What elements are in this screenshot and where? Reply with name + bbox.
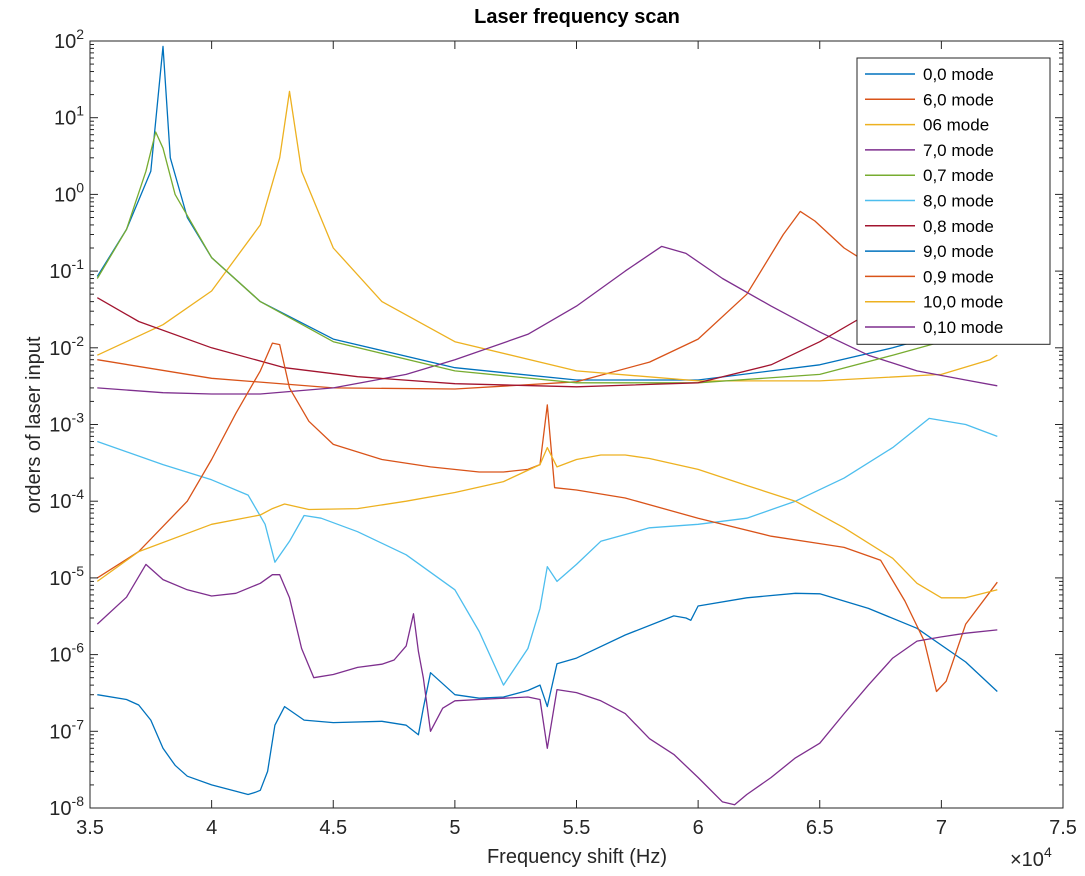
series-line-3 (97, 90, 998, 382)
y-tick-label: 10-5 (49, 563, 84, 590)
legend-entry: 0,10 mode (923, 318, 1003, 337)
x-tick-label: 7 (936, 817, 947, 839)
series-line-10 (96, 446, 998, 599)
y-tick-label-power: -4 (72, 486, 85, 502)
y-tick-label-power: -1 (72, 256, 85, 272)
y-tick-label-power: -7 (72, 716, 85, 732)
y-tick-label-power: -2 (72, 333, 85, 349)
y-tick-label-power: -5 (72, 563, 85, 579)
y-tick-label-base: 10 (49, 568, 71, 590)
legend-entry: 8,0 mode (923, 192, 994, 211)
y-tick-label: 10-8 (49, 793, 84, 820)
y-tick-label-base: 10 (49, 721, 71, 743)
x-axis-label: Frequency shift (Hz) (487, 846, 667, 868)
legend-entry: 0,7 mode (923, 166, 994, 185)
x-axis-exponent: ×104 (1010, 844, 1052, 871)
y-tick-label-base: 10 (49, 338, 71, 360)
x-tick-label: 4.5 (319, 817, 347, 839)
y-tick-label-power: -8 (72, 793, 85, 809)
x-tick-label: 5.5 (563, 817, 591, 839)
y-tick-label-base: 10 (54, 31, 76, 53)
y-axis-label: orders of laser input (23, 336, 45, 513)
y-tick-label-base: 10 (49, 261, 71, 283)
x-axis-exponent-base: ×10 (1010, 849, 1044, 871)
y-tick-label-power: 0 (76, 179, 84, 195)
y-tick-label: 10-6 (49, 640, 84, 667)
x-tick-label: 6 (693, 817, 704, 839)
y-tick-label-power: 1 (76, 103, 84, 119)
y-tick-label: 102 (54, 26, 84, 53)
legend: 0,0 mode 6,0 mode 06 mode 7,0 mode 0,7 mode 8… (856, 57, 1051, 345)
y-tick-label: 10-3 (49, 410, 84, 437)
series-line-6 (97, 417, 998, 686)
series-line-5 (96, 131, 998, 384)
series-line-8 (97, 592, 998, 796)
x-axis-exponent-power: 4 (1044, 844, 1052, 860)
y-tick-label: 101 (54, 103, 84, 130)
y-tick-label: 10-4 (49, 486, 84, 513)
x-tick-label: 3.5 (76, 817, 104, 839)
legend-entry: 9,0 mode (923, 242, 994, 261)
legend-entry: 0,9 mode (923, 267, 994, 286)
series-layer (96, 45, 998, 806)
y-tick-label-base: 10 (54, 108, 76, 130)
y-tick-label-base: 10 (49, 415, 71, 437)
series-line-1 (96, 45, 998, 381)
y-tick-label: 10-7 (49, 716, 84, 743)
y-tick-label-power: 2 (76, 26, 84, 42)
series-line-11 (96, 563, 998, 806)
legend-entry: 6,0 mode (923, 90, 994, 109)
legend-entry: 06 mode (923, 116, 989, 135)
y-tick-label-base: 10 (49, 491, 71, 513)
y-tick-label-base: 10 (49, 645, 71, 667)
tick-layer: 3.5 4 4.5 5 5.5 6 6.5 7 7.510-810-710-610-510-41… (49, 26, 1077, 839)
y-tick-label-base: 10 (54, 184, 76, 206)
y-tick-label: 10-1 (49, 256, 84, 283)
y-tick-label-power: -3 (72, 410, 85, 426)
y-tick-label: 100 (54, 179, 84, 206)
chart-title: Laser frequency scan (474, 6, 680, 28)
x-tick-label: 6.5 (806, 817, 834, 839)
legend-entry: 0,0 mode (923, 65, 994, 84)
legend-entry: 10,0 mode (923, 293, 1003, 312)
y-tick-label: 10-2 (49, 333, 84, 360)
y-tick-label-base: 10 (49, 798, 71, 820)
legend-entry: 0,8 mode (923, 217, 994, 236)
x-tick-label: 7.5 (1049, 817, 1077, 839)
x-tick-label: 4 (206, 817, 217, 839)
x-tick-label: 5 (449, 817, 460, 839)
legend-entry: 7,0 mode (923, 141, 994, 160)
y-tick-label-power: -6 (72, 640, 85, 656)
series-line-4 (97, 245, 998, 395)
